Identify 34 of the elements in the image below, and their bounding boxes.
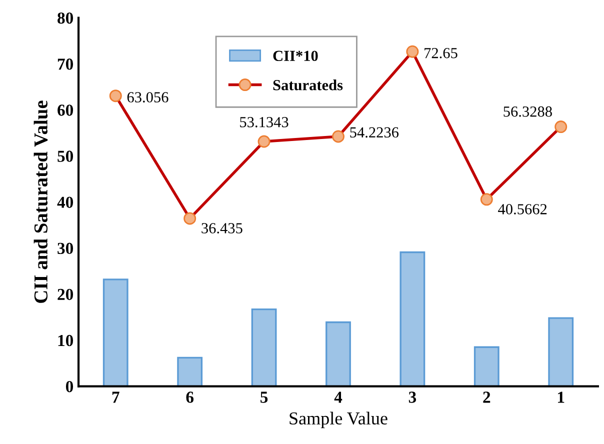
y-tick-label: 20 (58, 288, 74, 300)
x-tick-label: 1 (558, 392, 564, 403)
x-tick-label: 3 (408, 392, 416, 403)
y-tick-label: 50 (58, 150, 74, 162)
bar (548, 317, 574, 386)
data-label: 54.2236 (350, 127, 399, 138)
y-tick-label: 80 (58, 12, 74, 24)
data-label: 56.3288 (504, 106, 552, 117)
data-label: 72.65 (424, 48, 458, 58)
x-axis-title: Sample Value (290, 412, 388, 428)
x-tick-label: 5 (260, 392, 268, 403)
y-tick-label: 60 (58, 104, 74, 116)
y-tick-label: 10 (58, 334, 74, 346)
bar (177, 356, 203, 386)
y-axis-title: CII and Saturated Value (34, 100, 48, 303)
bar (474, 346, 500, 386)
bar (326, 321, 351, 386)
x-tick-label: 2 (483, 392, 490, 403)
bar (400, 251, 426, 386)
legend-label: Saturateds (273, 80, 343, 90)
y-tick-label: 30 (58, 242, 74, 254)
bar (102, 278, 128, 386)
y-tick-label: 70 (58, 58, 74, 70)
y-tick-label: 40 (57, 196, 74, 208)
y-tick-label: 0 (66, 380, 74, 392)
data-label: 53.1343 (240, 117, 288, 128)
data-label: 63.056 (127, 92, 168, 102)
x-tick-label: 6 (186, 392, 194, 403)
data-label: 40.5662 (498, 204, 547, 214)
x-tick-label: 4 (334, 392, 342, 403)
data-label: 36.435 (202, 223, 242, 234)
legend-label: CII*10 (273, 50, 318, 62)
x-tick-label: 7 (112, 392, 120, 403)
bar (251, 308, 277, 386)
